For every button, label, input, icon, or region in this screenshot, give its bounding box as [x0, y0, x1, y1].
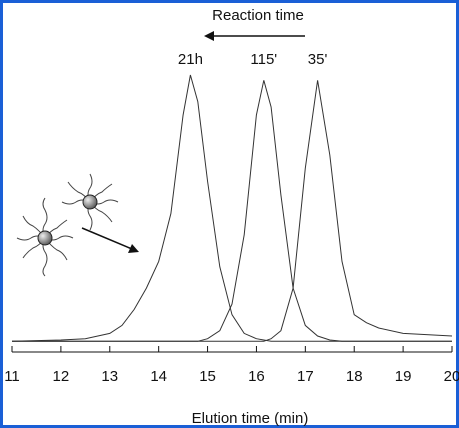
x-tick-label: 19 — [395, 368, 412, 385]
peak-label: 35' — [308, 51, 328, 68]
curve — [12, 80, 453, 342]
x-tick-label: 11 — [4, 368, 20, 385]
chart-title: Reaction time — [212, 7, 304, 24]
x-tick-label: 13 — [101, 368, 118, 385]
x-tick-label: 14 — [150, 368, 167, 385]
particle — [37, 230, 53, 246]
x-tick-label: 16 — [248, 368, 265, 385]
pointer-arrow — [81, 227, 139, 253]
x-tick-label: 20 — [444, 368, 459, 385]
x-axis-label: Elution time (min) — [192, 410, 309, 427]
peak-label: 21h — [178, 51, 203, 68]
x-tick-label: 17 — [297, 368, 314, 385]
x-tick-label: 18 — [346, 368, 363, 385]
x-tick-label: 12 — [53, 368, 70, 385]
particle — [82, 194, 98, 210]
peak-label: 115' — [250, 51, 277, 68]
reaction-arrow — [204, 31, 305, 41]
x-tick-label: 15 — [199, 368, 216, 385]
